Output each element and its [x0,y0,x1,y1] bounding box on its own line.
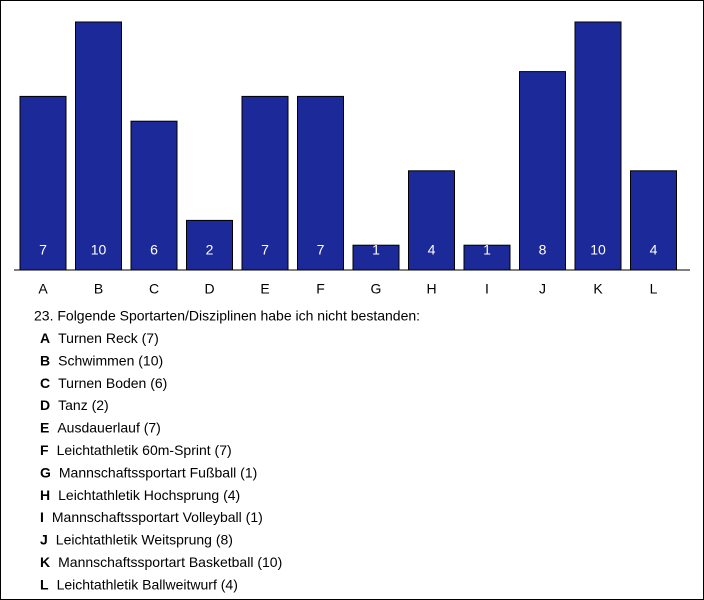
x-tick-label: L [650,281,658,297]
legend-entry: G Mannschaftssportart Fußball (1) [40,464,257,480]
legend-text: Tanz (2) [58,397,109,413]
x-tick-label: I [485,281,489,297]
legend-text: Turnen Boden (6) [58,375,167,391]
legend-text: Mannschaftssportart Basketball (10) [58,554,282,570]
x-tick-label: G [371,281,382,297]
x-tick-label: C [149,281,159,297]
x-tick-label: D [204,281,214,297]
legend-entry: B Schwimmen (10) [40,352,163,368]
question: 23. Folgende Sportarten/Disziplinen habe… [34,308,420,324]
data-label: 8 [539,242,547,258]
x-tick-label: A [38,281,48,297]
legend-key: L [40,576,49,592]
bar [130,120,178,271]
data-label: 7 [39,242,47,258]
bar [186,219,233,271]
legend-key: F [40,442,49,458]
legend-key: G [40,464,51,480]
data-label: 6 [150,242,158,258]
legend-entry: C Turnen Boden (6) [40,375,167,391]
legend-key: B [40,352,50,368]
legend-text: Schwimmen (10) [58,352,163,368]
legend-text: Mannschaftssportart Volleyball (1) [52,509,263,525]
bar [519,71,566,271]
legend-key: J [40,531,48,547]
legend-entry: A Turnen Reck (7) [40,330,159,346]
legend-entry: F Leichtathletik 60m-Sprint (7) [40,442,232,458]
data-label: 2 [206,242,214,258]
data-label: 1 [483,242,491,258]
x-tick-label: F [316,281,325,297]
bar [241,95,289,271]
legend-text: Leichtathletik Ballweitwurf (4) [57,576,238,592]
data-label: 4 [650,242,658,258]
legend-text: Leichtathletik Hochsprung (4) [58,487,240,503]
legend-entry: L Leichtathletik Ballweitwurf (4) [40,576,238,592]
bar [75,21,122,271]
x-tick-label: K [593,281,603,297]
legend-text: Leichtathletik 60m-Sprint (7) [57,442,232,458]
data-label: 7 [317,242,325,258]
x-tick-label: J [539,281,546,297]
data-label: 10 [590,242,606,258]
legend-text: Turnen Reck (7) [58,330,159,346]
legend-key: D [40,397,50,413]
bar [19,95,67,271]
bar [297,95,344,271]
legend-key: E [40,419,49,435]
legend-key: A [40,330,50,346]
legend-entry: K Mannschaftssportart Basketball (10) [40,554,282,570]
bar [408,170,455,271]
legend-text: Ausdauerlauf (7) [57,419,161,435]
x-tick-label: H [426,281,436,297]
data-label: 10 [91,242,107,258]
data-label: 7 [261,242,269,258]
legend-key: K [40,554,50,570]
legend-key: I [40,509,44,525]
legend-text: Leichtathletik Weitsprung (8) [56,531,233,547]
legend-entry: I Mannschaftssportart Volleyball (1) [40,509,263,525]
legend-text: Mannschaftssportart Fußball (1) [59,464,257,480]
x-tick-label: E [260,281,269,297]
legend-key: H [40,487,50,503]
legend-entry: E Ausdauerlauf (7) [40,419,161,435]
bar [630,170,677,271]
data-label: 1 [372,242,380,258]
legend-entry: H Leichtathletik Hochsprung (4) [40,487,240,503]
bar [574,21,622,271]
data-label: 4 [428,242,436,258]
legend-entry: D Tanz (2) [40,397,109,413]
legend-key: C [40,375,50,391]
legend-entry: J Leichtathletik Weitsprung (8) [40,531,233,547]
x-tick-label: B [94,281,103,297]
